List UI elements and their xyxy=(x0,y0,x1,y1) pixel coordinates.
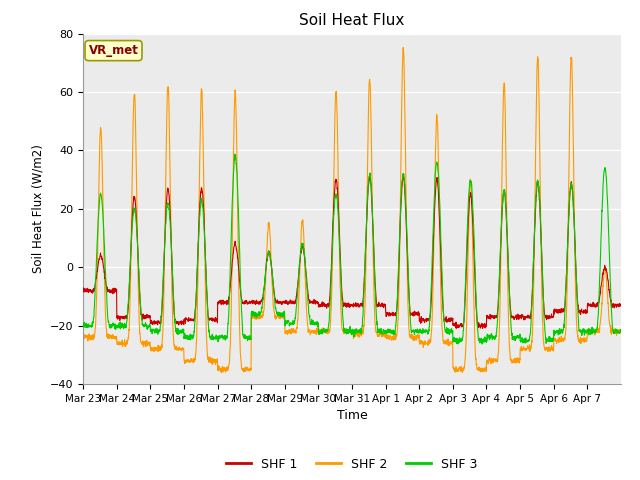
SHF 3 xyxy=(250,309,257,314)
SHF 1 xyxy=(384,310,392,316)
Title: Soil Heat Flux: Soil Heat Flux xyxy=(300,13,404,28)
SHF 2 xyxy=(545,345,552,351)
SHF 3 xyxy=(610,331,618,336)
SHF 1 xyxy=(617,301,625,307)
Legend: SHF 1, SHF 2, SHF 3: SHF 1, SHF 2, SHF 3 xyxy=(221,453,483,476)
SHF 2 xyxy=(79,332,87,337)
SHF 1 xyxy=(610,303,618,309)
SHF 2 xyxy=(218,370,226,375)
Y-axis label: Soil Heat Flux (W/m2): Soil Heat Flux (W/m2) xyxy=(31,144,44,273)
SHF 2 xyxy=(133,201,141,206)
SHF 3 xyxy=(133,229,141,235)
SHF 1 xyxy=(479,325,486,331)
SHF 2 xyxy=(515,360,522,365)
X-axis label: Time: Time xyxy=(337,409,367,422)
SHF 2 xyxy=(610,330,618,336)
SHF 2 xyxy=(250,314,257,320)
SHF 1 xyxy=(249,300,257,306)
SHF 2 xyxy=(385,332,392,338)
SHF 1 xyxy=(79,285,87,291)
SHF 2 xyxy=(617,329,625,335)
Line: SHF 1: SHF 1 xyxy=(83,174,621,328)
SHF 3 xyxy=(79,322,87,327)
SHF 1 xyxy=(545,316,552,322)
SHF 3 xyxy=(515,335,522,341)
SHF 3 xyxy=(385,329,392,335)
Line: SHF 2: SHF 2 xyxy=(83,48,621,372)
SHF 3 xyxy=(617,327,625,333)
SHF 1 xyxy=(399,171,407,177)
SHF 3 xyxy=(231,151,239,157)
Line: SHF 3: SHF 3 xyxy=(83,154,621,344)
SHF 2 xyxy=(399,45,407,50)
SHF 3 xyxy=(478,341,486,347)
SHF 1 xyxy=(515,315,522,321)
SHF 3 xyxy=(545,337,552,343)
Text: VR_met: VR_met xyxy=(88,44,138,57)
SHF 1 xyxy=(133,225,141,230)
